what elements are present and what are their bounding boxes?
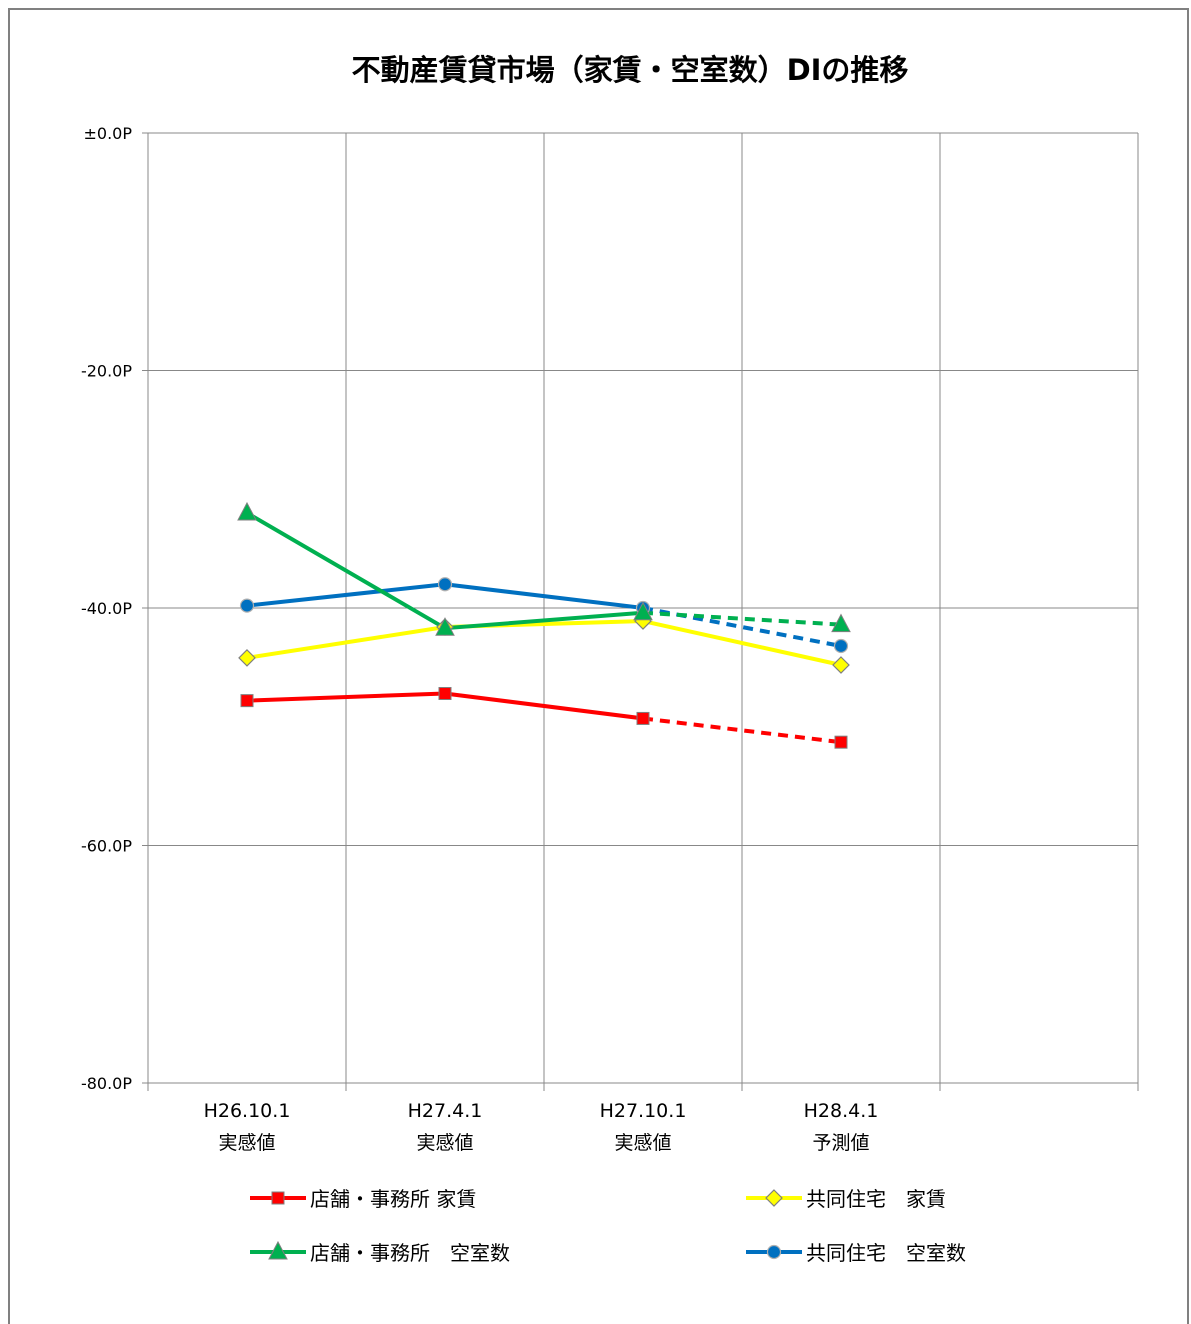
x-tick-sublabel: 実感値	[416, 1132, 473, 1154]
legend-entry: 共同住宅 空室数	[746, 1241, 966, 1265]
y-tick-label: -80.0P	[81, 1074, 132, 1093]
x-tick-sublabel: 実感値	[614, 1132, 671, 1154]
data-point	[832, 656, 850, 674]
legend-label: 店舗・事務所 家賃	[310, 1187, 476, 1211]
legend-swatch-marker	[765, 1189, 783, 1207]
legend-label: 共同住宅 空室数	[806, 1241, 966, 1265]
x-tick-label: H26.10.1	[204, 1100, 291, 1122]
y-tick-label: ±0.0P	[84, 124, 133, 143]
legend-swatch-marker	[271, 1191, 285, 1205]
legend-label: 共同住宅 家賃	[806, 1187, 946, 1211]
series-line-actual	[245, 511, 644, 631]
data-point	[435, 617, 455, 636]
data-point	[834, 735, 848, 749]
legend-label: 店舗・事務所 空室数	[310, 1241, 510, 1265]
chart-frame	[8, 8, 1189, 1324]
data-point	[438, 687, 452, 700]
y-tick-label: -60.0P	[81, 837, 132, 856]
data-point	[237, 501, 257, 521]
legend-swatch-marker	[268, 1240, 288, 1260]
legend-swatch-marker	[766, 1244, 782, 1260]
x-tick-label: H28.4.1	[804, 1100, 879, 1122]
data-point	[633, 601, 653, 621]
data-point	[240, 694, 254, 708]
legend-entry: 店舗・事務所 空室数	[250, 1240, 510, 1265]
x-tick-label: H27.10.1	[600, 1100, 687, 1122]
series-line-forecast	[642, 619, 842, 667]
y-tick-label: -20.0P	[81, 362, 132, 381]
x-tick-sublabel: 実感値	[218, 1132, 275, 1154]
x-tick-sublabel: 予測値	[812, 1132, 869, 1154]
data-point	[833, 638, 849, 654]
data-point	[238, 649, 256, 667]
legend-entry: 共同住宅 家賃	[746, 1187, 946, 1211]
chart-title: 不動産賃貸市場（家賃・空室数）DIの推移	[352, 53, 909, 87]
x-tick-label: H27.4.1	[408, 1100, 483, 1122]
data-point	[636, 711, 650, 725]
plot-area: ±0.0P -20.0P -40.0P -60.0P -80.0P H26.10.1 実感値…	[81, 124, 1139, 1154]
data-point	[831, 613, 851, 633]
data-point	[239, 598, 255, 613]
data-point	[437, 577, 453, 592]
y-tick-label: -40.0P	[81, 599, 132, 618]
legend-entry: 店舗・事務所 家賃	[250, 1187, 476, 1211]
